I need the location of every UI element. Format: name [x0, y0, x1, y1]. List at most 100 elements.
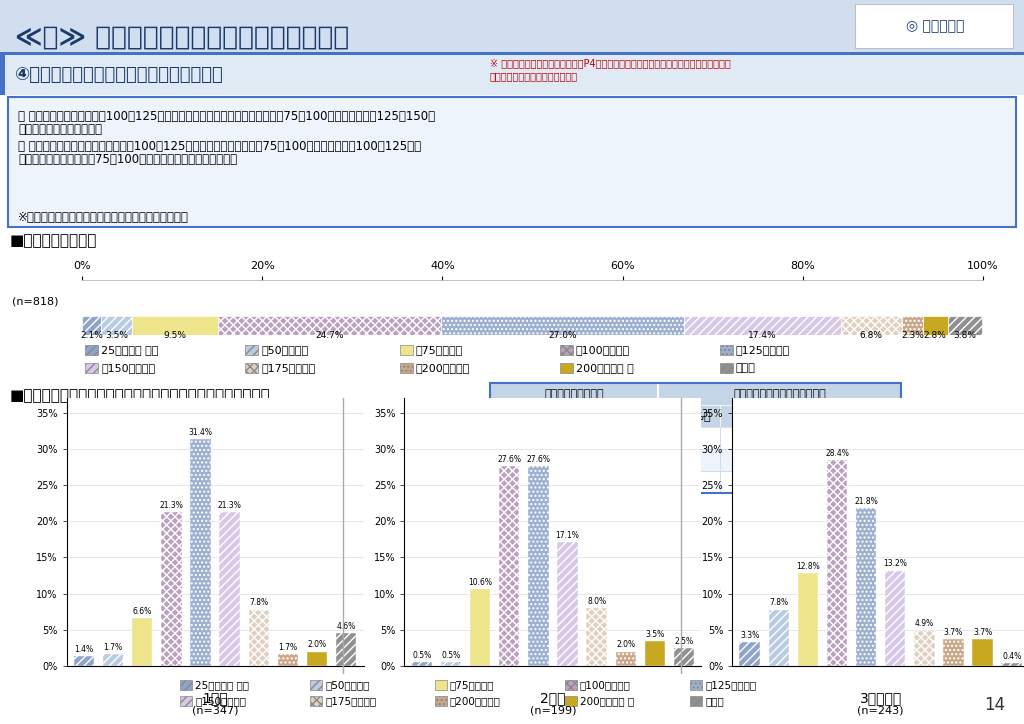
Text: 21.8%: 21.8% — [854, 497, 878, 506]
Bar — [720, 363, 733, 373]
Text: ２回目（n＝194）: ２回目（n＝194） — [540, 455, 608, 465]
Text: 規模や劣化状況等で異なります。: 規模や劣化状況等で異なります。 — [490, 71, 579, 81]
Bar — [948, 316, 982, 354]
Text: 2.3%: 2.3% — [901, 330, 924, 340]
Text: 6.6%: 6.6% — [133, 607, 152, 616]
Text: 0.5%: 0.5% — [441, 652, 461, 660]
Bar — [720, 345, 733, 355]
Text: 31.4%: 31.4% — [188, 428, 213, 437]
Text: 0.4%: 0.4% — [1002, 652, 1021, 661]
Bar — [658, 405, 720, 427]
Text: 25万円／戸 以下: 25万円／戸 以下 — [195, 680, 249, 690]
Text: 7.8%: 7.8% — [769, 599, 788, 607]
Text: (n=199): (n=199) — [529, 706, 577, 716]
Text: 無回答: 無回答 — [736, 363, 756, 373]
Text: ～175万円／戸: ～175万円／戸 — [325, 696, 376, 706]
Text: ※ 工事内容及び工事金額の定義はP4をご参照ください。なお、工事金額はマンションの: ※ 工事内容及び工事金額の定義はP4をご参照ください。なお、工事金額はマンション… — [490, 58, 731, 68]
Bar — [902, 316, 923, 354]
Text: 戸あたり工事金額（万円／戸）: 戸あたり工事金額（万円／戸） — [733, 389, 826, 399]
Bar — [645, 641, 665, 666]
Text: 1.7%: 1.7% — [279, 643, 297, 652]
Bar — [826, 460, 847, 666]
Text: 3回目以上: 3回目以上 — [859, 691, 902, 705]
Bar — [885, 571, 905, 666]
Bar — [615, 652, 636, 666]
Bar — [310, 680, 322, 690]
Text: ～75万円／戸: ～75万円／戸 — [450, 680, 495, 690]
Text: 27.6%: 27.6% — [498, 455, 521, 464]
Text: 2回目: 2回目 — [541, 691, 565, 705]
Bar — [720, 427, 775, 449]
Text: （戸数又は工事金額について無回答は除く）: （戸数又は工事金額について無回答は除く） — [520, 411, 628, 421]
Text: 中央値: 中央値 — [737, 411, 758, 421]
Text: 0.5%: 0.5% — [413, 652, 431, 660]
Bar — [690, 680, 702, 690]
Text: 10.6%: 10.6% — [468, 578, 493, 587]
Bar — [336, 633, 356, 666]
Bar — [658, 383, 901, 405]
Text: 2.0%: 2.0% — [616, 641, 635, 649]
Text: 1回目: 1回目 — [202, 691, 228, 705]
Bar — [161, 512, 181, 666]
Bar — [245, 345, 258, 355]
Bar — [557, 542, 578, 666]
Text: 17.4%: 17.4% — [748, 330, 776, 340]
Bar — [278, 654, 298, 666]
Bar — [499, 466, 519, 666]
Text: 112.4: 112.4 — [856, 455, 888, 465]
Bar — [855, 4, 1013, 48]
Bar — [412, 662, 432, 666]
Bar — [565, 696, 577, 706]
Text: 上位25%値: 上位25%値 — [786, 411, 831, 421]
Bar — [769, 610, 788, 666]
Bar — [180, 696, 193, 706]
Bar — [245, 363, 258, 373]
Bar — [400, 363, 413, 373]
Bar — [587, 608, 607, 666]
Bar — [943, 639, 964, 666]
Text: ■戸あたり工事金額: ■戸あたり工事金額 — [10, 233, 97, 248]
Text: 3.7%: 3.7% — [973, 628, 992, 637]
Text: 14: 14 — [984, 696, 1005, 714]
Text: 12.8%: 12.8% — [796, 563, 820, 571]
Text: ～175万円／戸: ～175万円／戸 — [261, 363, 315, 373]
Bar — [441, 662, 461, 666]
Text: ～100万円／戸: ～100万円／戸 — [580, 680, 631, 690]
Bar — [856, 508, 877, 666]
Bar — [973, 639, 992, 666]
Bar — [658, 449, 720, 471]
Text: 3.8%: 3.8% — [953, 330, 977, 340]
Bar — [720, 449, 775, 471]
Text: 大規模修繕工事回数: 大規模修繕工事回数 — [544, 389, 604, 399]
Text: ～150万円／戸: ～150万円／戸 — [101, 363, 155, 373]
Text: 9.5%: 9.5% — [164, 330, 186, 340]
Text: 76.8: 76.8 — [677, 477, 701, 487]
Text: ■マンション大規模修繕工事の回数と戸あたり工事金額の関係: ■マンション大規模修繕工事の回数と戸あたり工事金額の関係 — [10, 388, 270, 403]
Text: 151.6: 151.6 — [856, 433, 888, 443]
Text: 27.6%: 27.6% — [526, 455, 551, 464]
Text: (n=347): (n=347) — [191, 706, 239, 716]
Bar — [798, 573, 818, 666]
Bar — [565, 680, 577, 690]
Text: 106.1: 106.1 — [856, 477, 888, 487]
Text: 25万円／戸 以下: 25万円／戸 以下 — [101, 345, 159, 355]
Bar — [720, 405, 775, 427]
Text: (n=243): (n=243) — [857, 706, 904, 716]
Bar — [400, 345, 413, 355]
Text: 4.9%: 4.9% — [914, 620, 934, 628]
Bar — [435, 680, 447, 690]
Bar — [310, 696, 322, 706]
Text: 無回答: 無回答 — [705, 696, 724, 706]
Bar — [0, 0, 1024, 55]
Bar — [218, 316, 440, 354]
Bar — [658, 471, 720, 493]
Bar — [923, 316, 948, 354]
Text: ～150万円／戸: ～150万円／戸 — [195, 696, 246, 706]
Text: ～125万円／戸: ～125万円／戸 — [736, 345, 791, 355]
Bar — [674, 648, 694, 666]
Bar — [684, 316, 841, 354]
Bar — [74, 656, 94, 666]
Bar — [775, 405, 843, 427]
Text: 3.5%: 3.5% — [645, 630, 665, 639]
Text: ～200万円／戸: ～200万円／戸 — [450, 696, 501, 706]
